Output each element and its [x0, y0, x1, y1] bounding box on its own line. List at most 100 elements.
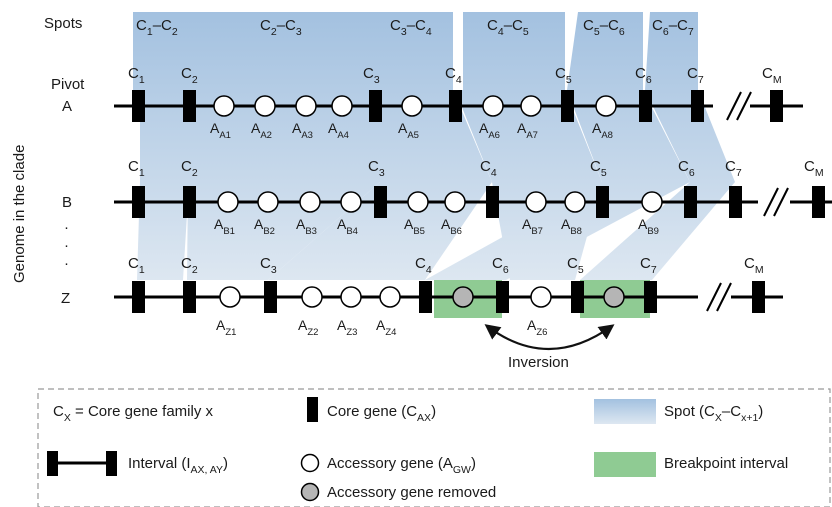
accessory-gene [299, 191, 321, 213]
core-gene-label: C6 [678, 158, 695, 179]
core-gene-label: C4 [445, 65, 462, 86]
accessory-gene-label: AZ1 [216, 317, 236, 338]
genome-a-label-line2: A [62, 98, 72, 115]
core-gene [183, 186, 196, 218]
core-gene [752, 281, 765, 313]
genome-z-label: Z [61, 290, 70, 307]
legend-breakpoint-swatch [594, 452, 656, 477]
core-gene [183, 90, 196, 122]
core-gene [561, 90, 574, 122]
core-gene [132, 186, 145, 218]
accessory-gene [401, 95, 423, 117]
core-gene [132, 90, 145, 122]
accessory-gene-label: AA7 [517, 120, 538, 141]
core-gene [639, 90, 652, 122]
core-gene-label: C7 [640, 255, 657, 276]
accessory-gene-label: AB6 [441, 216, 462, 237]
core-gene-label: C5 [590, 158, 607, 179]
legend-spot-text: Spot (CX–Cx+1) [664, 403, 763, 424]
genome-row-a: C1 C2 C3 C4 C5 C6 C7 CM AA1 AA2 AA3 AA4 AA5 AA6 AA7 AA8 [114, 65, 803, 141]
legend-removed-gene-swatch [300, 482, 320, 502]
accessory-gene [641, 191, 663, 213]
accessory-gene [257, 191, 279, 213]
core-gene-label: C2 [181, 65, 198, 86]
core-gene [264, 281, 277, 313]
accessory-gene-label: AZ3 [337, 317, 357, 338]
core-gene-label: CM [744, 255, 764, 276]
legend-spot-swatch [594, 399, 656, 424]
accessory-gene-label: AB1 [214, 216, 235, 237]
core-gene-label: C3 [260, 255, 277, 276]
accessory-gene-label: AA1 [210, 120, 231, 141]
spot-label-5: C5–C6 [583, 17, 625, 38]
spot-label-4: C4–C5 [487, 17, 529, 38]
accessory-gene [301, 286, 323, 308]
core-gene-label: C7 [687, 65, 704, 86]
break-slash [763, 187, 779, 217]
core-gene [571, 281, 584, 313]
legend-core-family-text: CX = Core gene family x [53, 403, 214, 424]
accessory-gene [340, 286, 362, 308]
genome-rows: C1 C2 C3 C4 C5 C6 C7 CM AA1 AA2 AA3 AA4 AA5 AA6 AA7 AA8… [114, 65, 832, 338]
accessory-gene-label: AB3 [296, 216, 317, 237]
accessory-gene [444, 191, 466, 213]
core-gene [596, 186, 609, 218]
legend-interval-swatch [47, 451, 117, 476]
core-gene-label: C3 [368, 158, 385, 179]
accessory-gene [595, 95, 617, 117]
core-gene [729, 186, 742, 218]
genome-b-label: B [62, 194, 72, 211]
core-gene-label: C1 [128, 255, 145, 276]
legend-removed-text: Accessory gene removed [327, 484, 496, 501]
core-gene [496, 281, 509, 313]
accessory-gene-label: AZ2 [298, 317, 318, 338]
accessory-gene [530, 286, 552, 308]
accessory-gene-label: AB5 [404, 216, 425, 237]
core-gene [132, 281, 145, 313]
inversion-label: Inversion [508, 354, 569, 371]
accessory-gene [254, 95, 276, 117]
accessory-gene [219, 286, 241, 308]
ellipsis-dot-3: · [64, 255, 69, 272]
accessory-gene-label: AA4 [328, 120, 349, 141]
spot-band-c1-c2 [133, 12, 197, 280]
legend-accessory-gene-swatch [300, 453, 320, 473]
ellipsis-dot-2: · [64, 237, 69, 254]
removed-accessory-gene [603, 286, 625, 308]
accessory-gene-label: AB8 [561, 216, 582, 237]
core-gene [369, 90, 382, 122]
break-slash [773, 187, 789, 217]
core-gene [419, 281, 432, 313]
core-gene [449, 90, 462, 122]
break-slash [716, 282, 732, 312]
core-gene-label: C2 [181, 158, 198, 179]
accessory-gene [295, 95, 317, 117]
legend-frame [37, 388, 831, 507]
core-gene-label: C1 [128, 158, 145, 179]
core-gene-label: C3 [363, 65, 380, 86]
spot-label-1: C1–C2 [136, 17, 178, 38]
break-slash [726, 91, 742, 121]
accessory-gene [213, 95, 235, 117]
genome-axis-label: Genome in the clade [11, 145, 28, 283]
accessory-gene [407, 191, 429, 213]
accessory-gene [520, 95, 542, 117]
accessory-gene [564, 191, 586, 213]
spot-band-c3-c4 [268, 12, 492, 280]
legend-interval-text: Interval (IAX, AY) [128, 455, 228, 476]
core-gene [684, 186, 697, 218]
legend-breakpoint-text: Breakpoint interval [664, 455, 788, 472]
core-gene [183, 281, 196, 313]
spot-bands [133, 12, 735, 280]
core-gene-label: C1 [128, 65, 145, 86]
genome-row-b: C1 C2 C3 C4 C5 C6 C7 CM AB1 AB2 AB3 AB4 AB5 AB6 AB7 AB8… [114, 158, 832, 237]
spot-band-c2-c3 [187, 12, 380, 280]
core-gene [374, 186, 387, 218]
core-gene-label: C6 [492, 255, 509, 276]
spot-label-6: C6–C7 [652, 17, 694, 38]
break-slash [706, 282, 722, 312]
accessory-gene [217, 191, 239, 213]
break-slash [736, 91, 752, 121]
accessory-gene-label: AA6 [479, 120, 500, 141]
